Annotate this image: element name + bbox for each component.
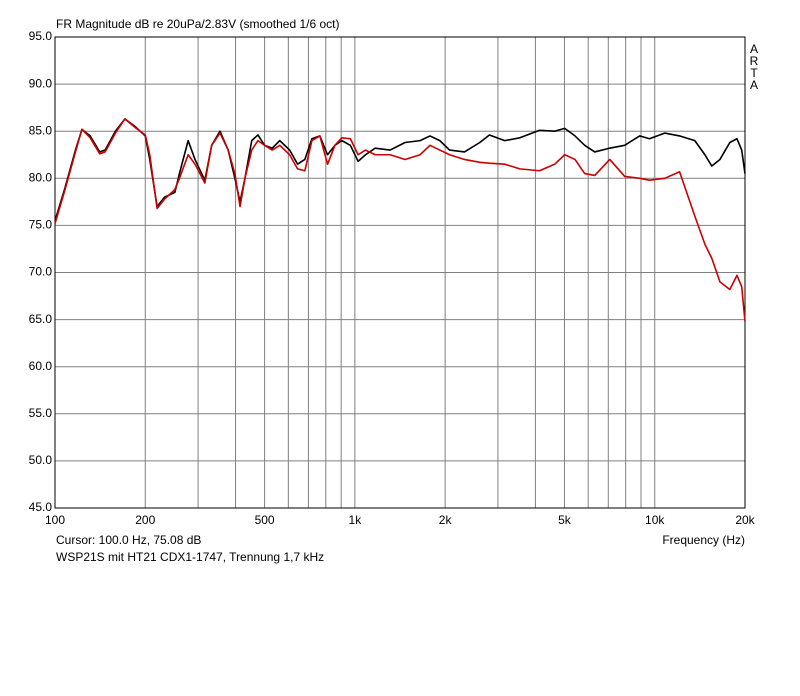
x-tick-label: 2k: [439, 513, 453, 527]
y-tick-label: 60.0: [29, 359, 53, 373]
chart-title: FR Magnitude dB re 20uPa/2.83V (smoothed…: [56, 17, 340, 31]
y-tick-label: 65.0: [29, 312, 53, 326]
series-line: [54, 118, 746, 322]
x-tick-label: 200: [135, 513, 155, 527]
y-tick-label: 70.0: [29, 265, 53, 279]
plot-frame: [54, 36, 746, 509]
y-tick-label: 95.0: [29, 29, 53, 43]
y-tick-label: 45.0: [29, 500, 53, 514]
cursor-annotation: Cursor: 100.0 Hz, 75.08 dB: [56, 533, 201, 547]
y-tick-label: 50.0: [29, 453, 53, 467]
y-tick-label: 90.0: [29, 76, 53, 90]
watermark: ARTA: [747, 42, 761, 90]
y-tick-label: 80.0: [29, 170, 53, 184]
x-tick-label: 10k: [645, 513, 665, 527]
y-tick-label: 55.0: [29, 406, 53, 420]
x-tick-label: 100: [45, 513, 65, 527]
y-tick-label: 75.0: [29, 218, 53, 232]
subtitle: WSP21S mit HT21 CDX1-1747, Trennung 1,7 …: [56, 550, 324, 564]
x-tick-label: 500: [255, 513, 275, 527]
x-tick-label: 20k: [735, 513, 755, 527]
x-axis-label: Frequency (Hz): [662, 533, 745, 547]
x-tick-label: 1k: [349, 513, 363, 527]
x-tick-label: 5k: [558, 513, 572, 527]
y-tick-label: 85.0: [29, 123, 53, 137]
